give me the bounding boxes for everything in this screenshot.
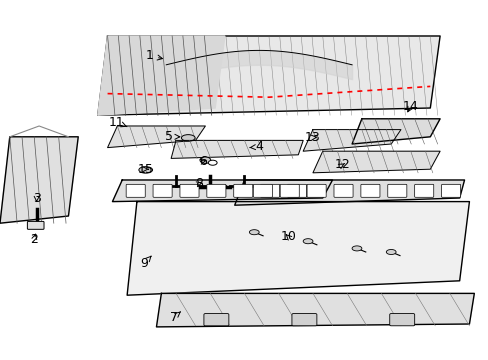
Ellipse shape <box>386 249 395 255</box>
FancyBboxPatch shape <box>389 314 414 326</box>
FancyBboxPatch shape <box>260 184 279 197</box>
Polygon shape <box>234 180 464 205</box>
Polygon shape <box>303 130 400 151</box>
Text: 11: 11 <box>108 116 127 129</box>
Text: 4: 4 <box>249 140 263 153</box>
Ellipse shape <box>181 135 195 141</box>
Text: 6: 6 <box>199 155 206 168</box>
FancyBboxPatch shape <box>203 314 228 326</box>
FancyBboxPatch shape <box>333 184 352 197</box>
Ellipse shape <box>303 239 312 244</box>
Polygon shape <box>98 36 439 115</box>
Text: 3: 3 <box>33 192 41 204</box>
FancyBboxPatch shape <box>153 184 172 197</box>
Text: 7: 7 <box>169 311 180 324</box>
Polygon shape <box>0 137 78 223</box>
Polygon shape <box>112 180 332 202</box>
FancyBboxPatch shape <box>126 184 145 197</box>
Polygon shape <box>127 202 468 295</box>
FancyBboxPatch shape <box>360 184 379 197</box>
FancyBboxPatch shape <box>253 184 272 197</box>
Text: 10: 10 <box>280 230 296 243</box>
FancyBboxPatch shape <box>441 184 460 197</box>
FancyBboxPatch shape <box>287 184 306 197</box>
Text: 2: 2 <box>30 233 38 246</box>
FancyBboxPatch shape <box>387 184 406 197</box>
Polygon shape <box>312 151 439 173</box>
Ellipse shape <box>249 230 259 235</box>
FancyBboxPatch shape <box>180 184 199 197</box>
Ellipse shape <box>208 160 217 165</box>
FancyBboxPatch shape <box>306 184 325 197</box>
Polygon shape <box>351 119 439 144</box>
Ellipse shape <box>351 246 361 251</box>
FancyBboxPatch shape <box>414 184 433 197</box>
FancyBboxPatch shape <box>233 184 252 197</box>
Text: 15: 15 <box>138 163 153 176</box>
Text: 5: 5 <box>164 130 180 143</box>
FancyBboxPatch shape <box>206 184 225 197</box>
FancyBboxPatch shape <box>280 184 299 197</box>
Ellipse shape <box>139 167 152 173</box>
Ellipse shape <box>200 157 210 163</box>
Polygon shape <box>107 126 205 148</box>
Polygon shape <box>156 293 473 327</box>
Text: 14: 14 <box>402 100 418 113</box>
Text: 12: 12 <box>334 158 349 171</box>
Text: 13: 13 <box>305 131 320 144</box>
Text: 8: 8 <box>195 177 203 190</box>
Text: 9: 9 <box>140 256 151 270</box>
FancyBboxPatch shape <box>27 221 44 229</box>
Polygon shape <box>98 36 224 115</box>
FancyBboxPatch shape <box>291 314 316 326</box>
Polygon shape <box>171 140 303 158</box>
Text: 1: 1 <box>145 49 162 62</box>
